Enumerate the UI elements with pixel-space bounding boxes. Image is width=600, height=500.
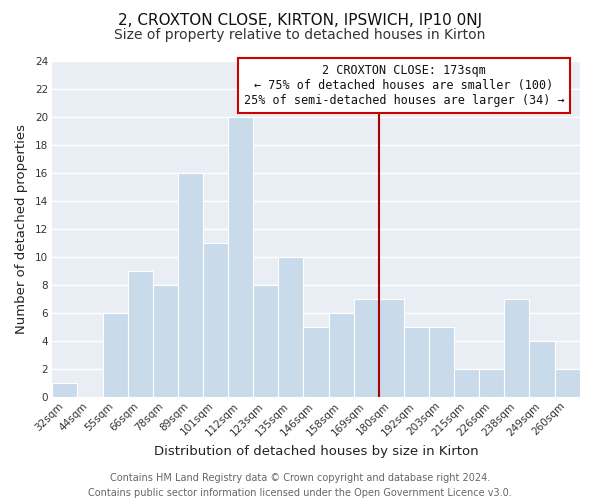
Text: Size of property relative to detached houses in Kirton: Size of property relative to detached ho… (115, 28, 485, 42)
Bar (153, 285, 178, 397)
Bar (178, 173, 203, 396)
Bar (353, 299, 379, 396)
Bar (505, 299, 529, 396)
Bar (329, 313, 353, 396)
Bar (278, 257, 304, 396)
Bar (429, 326, 454, 396)
Bar (454, 368, 479, 396)
Bar (52, 382, 77, 396)
Bar (479, 368, 505, 396)
Y-axis label: Number of detached properties: Number of detached properties (15, 124, 28, 334)
Bar (103, 313, 128, 396)
Bar (253, 285, 278, 397)
Text: Contains HM Land Registry data © Crown copyright and database right 2024.
Contai: Contains HM Land Registry data © Crown c… (88, 472, 512, 498)
Bar (228, 118, 253, 396)
Bar (529, 340, 554, 396)
X-axis label: Distribution of detached houses by size in Kirton: Distribution of detached houses by size … (154, 444, 478, 458)
Bar (554, 368, 580, 396)
Bar (304, 326, 329, 396)
Bar (128, 271, 153, 396)
Bar (379, 299, 404, 396)
Bar (404, 326, 429, 396)
Text: 2 CROXTON CLOSE: 173sqm
← 75% of detached houses are smaller (100)
25% of semi-d: 2 CROXTON CLOSE: 173sqm ← 75% of detache… (244, 64, 564, 108)
Bar (203, 243, 228, 396)
Text: 2, CROXTON CLOSE, KIRTON, IPSWICH, IP10 0NJ: 2, CROXTON CLOSE, KIRTON, IPSWICH, IP10 … (118, 12, 482, 28)
